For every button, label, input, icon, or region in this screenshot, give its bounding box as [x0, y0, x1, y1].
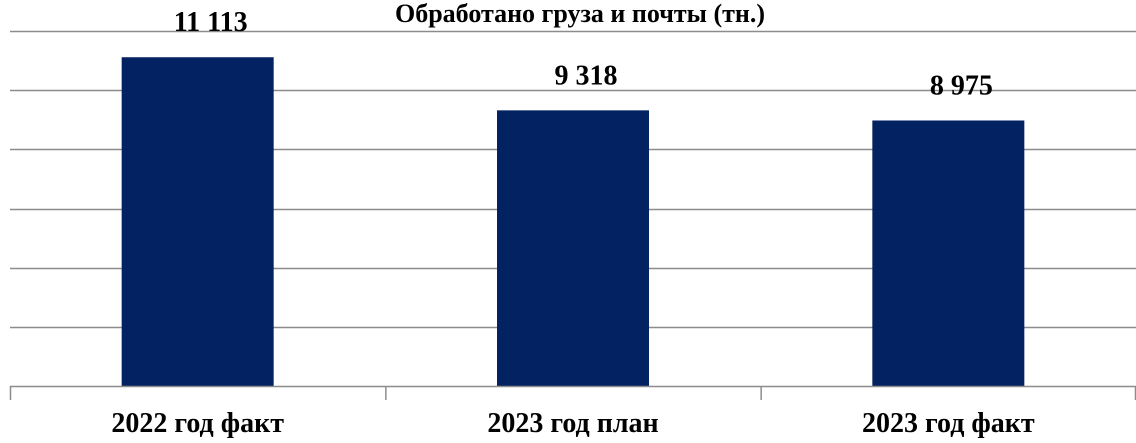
bar	[872, 120, 1025, 386]
x-tick-label: 2023 год план	[487, 408, 658, 439]
bar-value-label: 8 975	[930, 70, 993, 101]
chart-title: Обработано груза и почты (тн.)	[395, 0, 765, 28]
x-axis	[9, 385, 1136, 400]
bars	[121, 57, 1025, 386]
labels: 11 113 2022 год факт 9 318 2023 год план 8 9…	[111, 7, 1035, 439]
x-tick-label: 2022 год факт	[111, 408, 284, 439]
bar	[497, 110, 649, 386]
bar	[121, 57, 274, 386]
bar-value-label: 11 113	[174, 7, 248, 38]
bar-value-label: 9 318	[555, 60, 618, 91]
x-tick-label: 2023 год факт	[862, 408, 1035, 439]
